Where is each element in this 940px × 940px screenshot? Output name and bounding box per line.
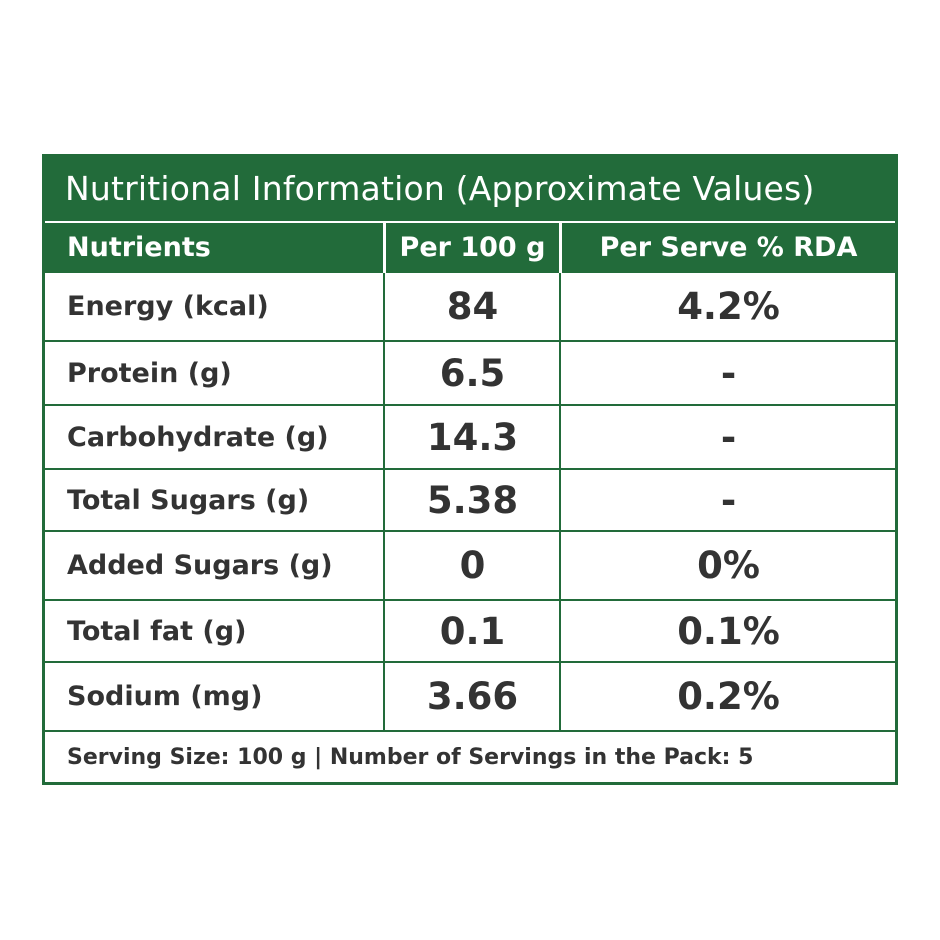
rda-value: 0.2% <box>677 675 780 718</box>
per-100g-value: 0 <box>459 544 486 587</box>
nutrient-name: Carbohydrate (g) <box>67 421 329 453</box>
nutrition-label: Nutritional Information (Approximate Val… <box>42 154 898 785</box>
rda-value: - <box>720 351 737 395</box>
column-divider <box>383 273 385 730</box>
nutrient-name: Energy (kcal) <box>67 291 269 322</box>
header-per-100g: Per 100 g <box>399 232 546 263</box>
nutrient-name: Protein (g) <box>67 357 232 389</box>
column-divider <box>559 273 561 730</box>
table-row: Added Sugars (g) 0 0% <box>45 532 895 601</box>
per-100g-value: 0.1 <box>439 609 506 653</box>
title-bar: Nutritional Information (Approximate Val… <box>45 157 895 221</box>
per-100g-value: 5.38 <box>426 478 519 522</box>
rda-value: - <box>720 415 737 459</box>
table-row: Total Sugars (g) 5.38 - <box>45 470 895 532</box>
table-row: Energy (kcal) 84 4.2% <box>45 273 895 342</box>
per-100g-value: 6.5 <box>439 351 506 395</box>
rda-value: - <box>720 478 737 522</box>
table-row: Sodium (mg) 3.66 0.2% <box>45 663 895 732</box>
rda-value: 4.2% <box>677 285 780 328</box>
label-title: Nutritional Information (Approximate Val… <box>65 169 815 208</box>
per-100g-value: 3.66 <box>426 675 519 718</box>
per-100g-value: 14.3 <box>426 415 519 459</box>
rda-value: 0% <box>697 544 760 587</box>
table-header-row: Nutrients Per 100 g Per Serve % RDA <box>45 223 895 273</box>
serving-info: Serving Size: 100 g | Number of Servings… <box>67 744 754 770</box>
nutrient-name: Total fat (g) <box>67 615 247 647</box>
per-100g-value: 84 <box>446 285 499 328</box>
rda-value: 0.1% <box>677 609 780 653</box>
nutrient-name: Total Sugars (g) <box>67 484 310 516</box>
table-row: Carbohydrate (g) 14.3 - <box>45 406 895 470</box>
header-nutrients: Nutrients <box>67 232 211 263</box>
table-row: Total fat (g) 0.1 0.1% <box>45 601 895 663</box>
table-row: Protein (g) 6.5 - <box>45 342 895 406</box>
nutrient-name: Sodium (mg) <box>67 681 263 712</box>
nutrient-name: Added Sugars (g) <box>67 550 333 581</box>
header-divider <box>559 223 562 273</box>
header-per-serve-rda: Per Serve % RDA <box>599 232 858 263</box>
header-divider <box>383 223 386 273</box>
